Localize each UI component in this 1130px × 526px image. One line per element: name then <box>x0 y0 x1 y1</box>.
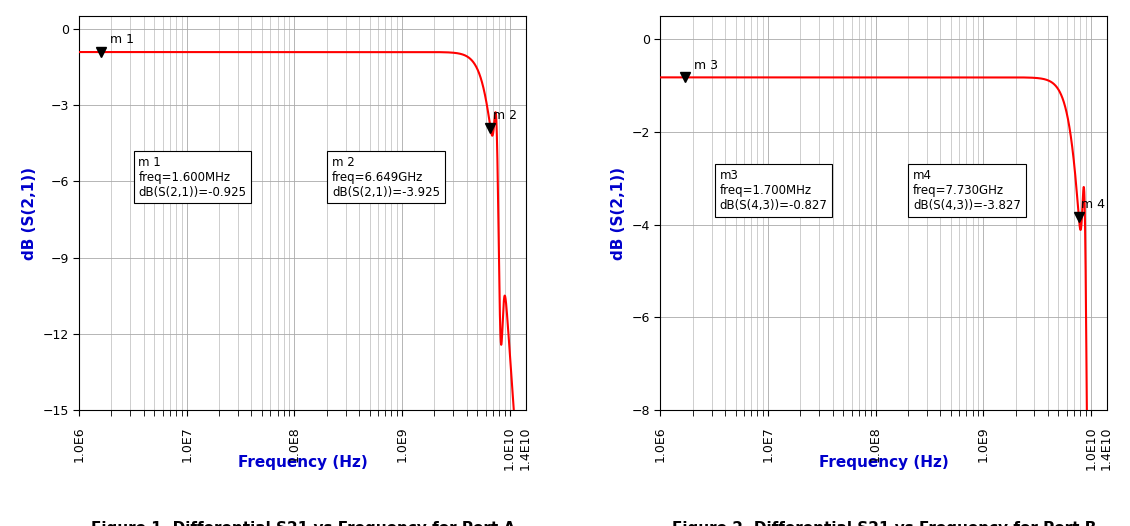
Text: 1.0E6: 1.0E6 <box>72 426 86 462</box>
Text: 1.0E8: 1.0E8 <box>288 426 301 462</box>
Text: 1.0E10: 1.0E10 <box>503 426 516 470</box>
Text: 1.0E9: 1.0E9 <box>976 426 990 462</box>
Text: 1.4E10: 1.4E10 <box>519 426 532 470</box>
Text: 1.0E6: 1.0E6 <box>654 426 667 462</box>
Y-axis label: dB (S(2,1)): dB (S(2,1)) <box>611 167 626 259</box>
Text: m 3: m 3 <box>694 59 718 72</box>
Text: m 1: m 1 <box>110 33 133 46</box>
Text: Figure 2. Differential S21 vs Frequency for Port B: Figure 2. Differential S21 vs Frequency … <box>671 521 1096 526</box>
Text: m 2: m 2 <box>493 109 516 123</box>
Text: Figure 1. Differential S21 vs Frequency for Port A: Figure 1. Differential S21 vs Frequency … <box>90 521 515 526</box>
Text: 1.0E9: 1.0E9 <box>396 426 408 462</box>
Text: m4
freq=7.730GHz
dB(S(4,3))=-3.827: m4 freq=7.730GHz dB(S(4,3))=-3.827 <box>913 169 1022 212</box>
Text: m 2
freq=6.649GHz
dB(S(2,1))=-3.925: m 2 freq=6.649GHz dB(S(2,1))=-3.925 <box>332 156 440 199</box>
X-axis label: Frequency (Hz): Frequency (Hz) <box>819 454 949 470</box>
Text: 1.0E7: 1.0E7 <box>762 426 774 462</box>
Text: m 1
freq=1.600MHz
dB(S(2,1))=-0.925: m 1 freq=1.600MHz dB(S(2,1))=-0.925 <box>138 156 246 199</box>
Text: 1.0E10: 1.0E10 <box>1084 426 1097 470</box>
Text: 1.0E7: 1.0E7 <box>180 426 193 462</box>
Text: 1.4E10: 1.4E10 <box>1099 426 1113 470</box>
X-axis label: Frequency (Hz): Frequency (Hz) <box>237 454 367 470</box>
Y-axis label: dB (S(2,1)): dB (S(2,1)) <box>21 167 37 259</box>
Text: m3
freq=1.700MHz
dB(S(4,3))=-0.827: m3 freq=1.700MHz dB(S(4,3))=-0.827 <box>720 169 827 212</box>
Text: 1.0E8: 1.0E8 <box>869 426 883 462</box>
Text: m 4: m 4 <box>1080 198 1105 211</box>
